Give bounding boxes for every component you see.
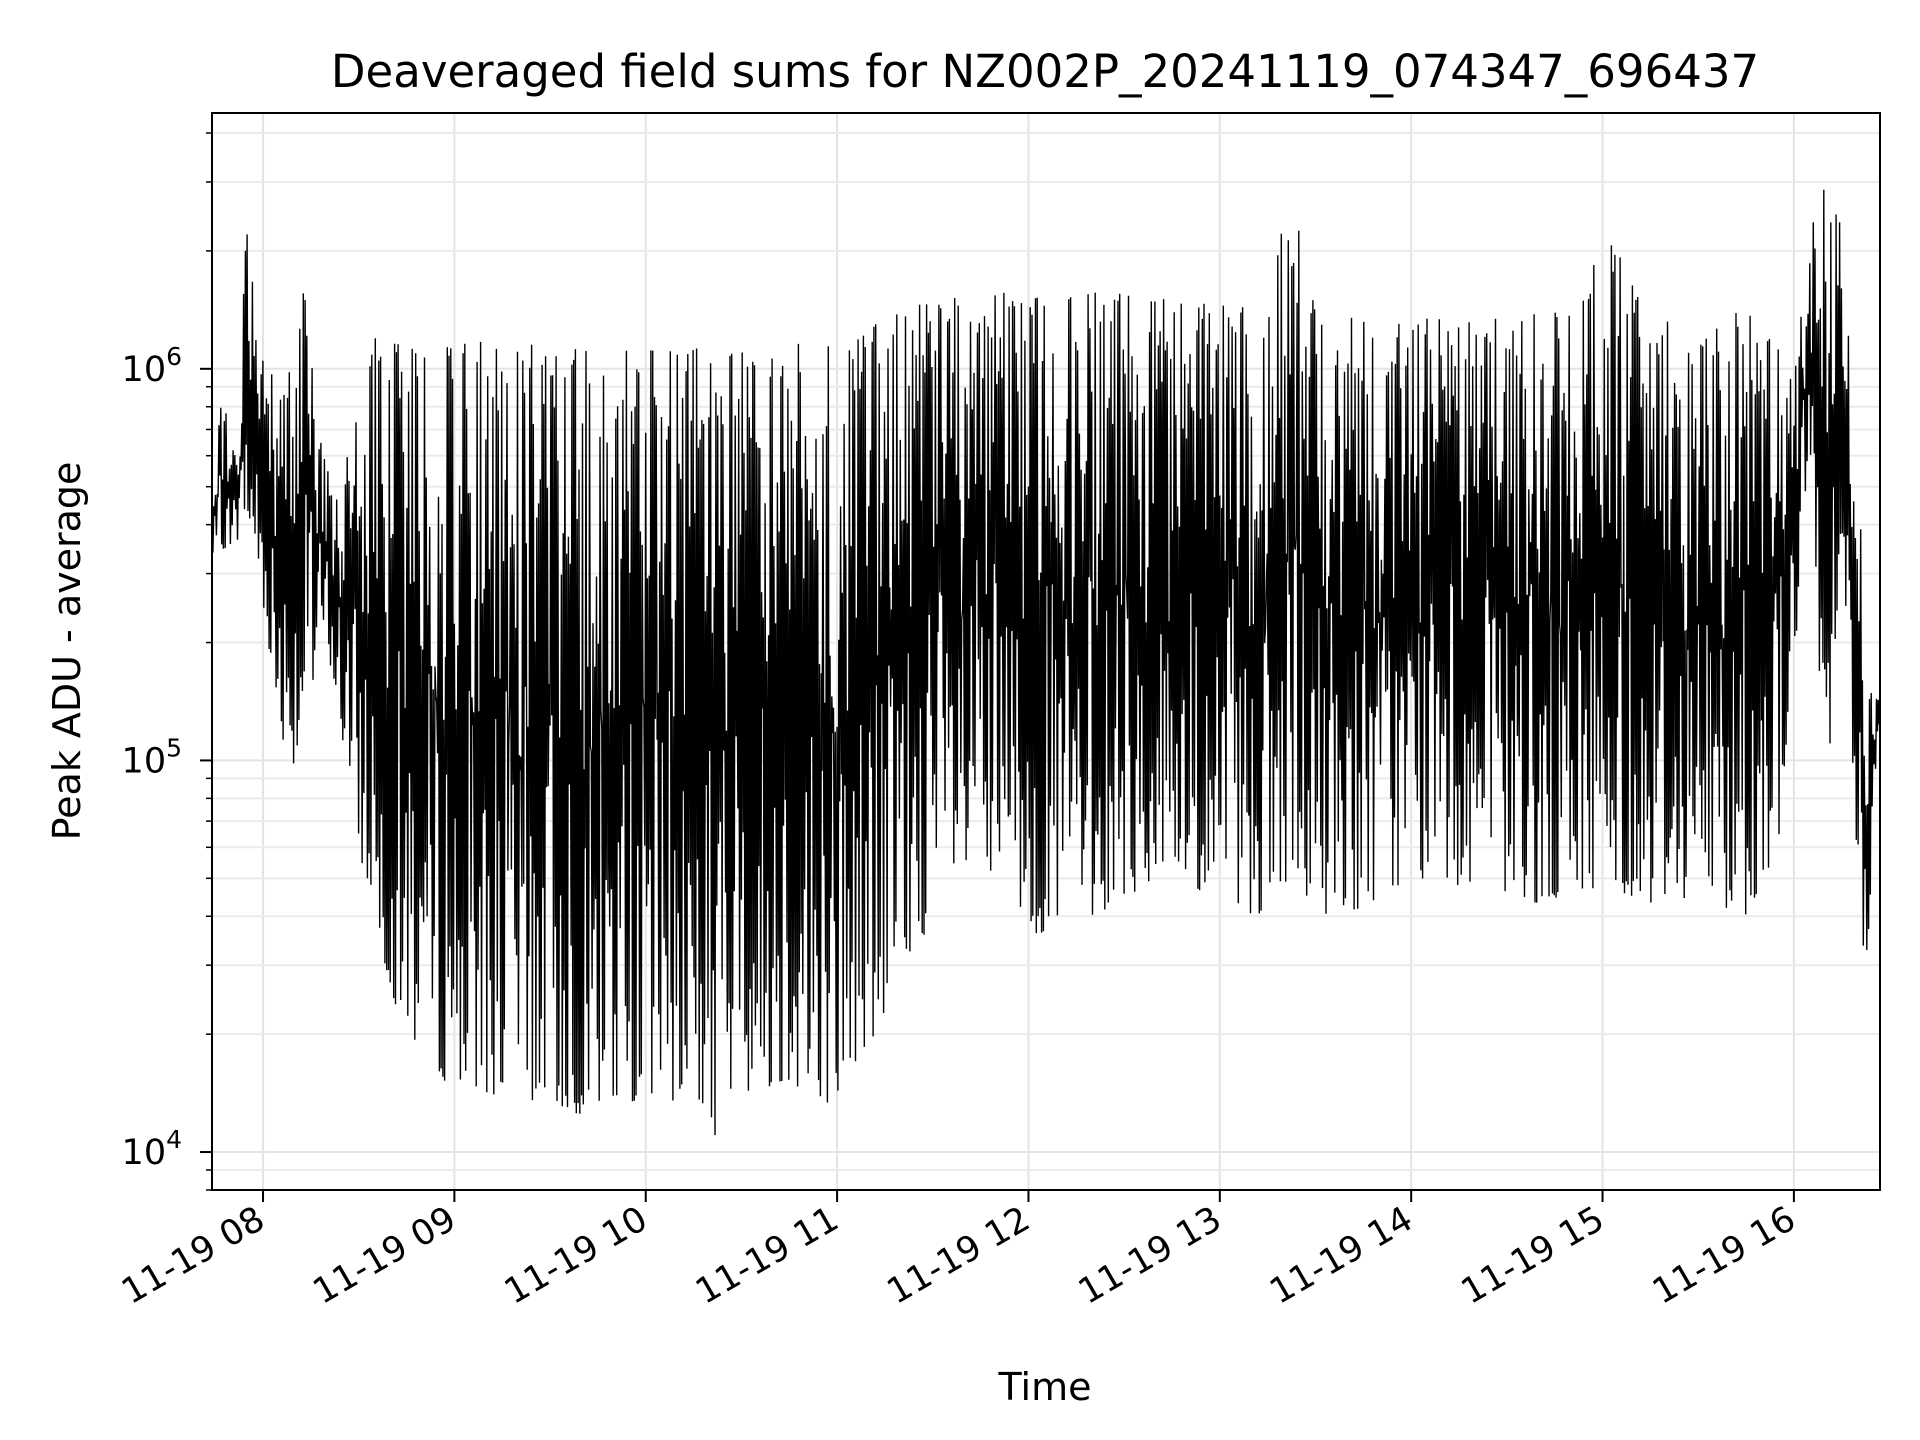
plot-frame [211,112,1881,1191]
y-tick-base: 10 [122,350,167,390]
chart-title: Deaveraged field sums for NZ002P_2024111… [331,45,1759,98]
y-tick-exponent: 6 [166,342,182,371]
y-tick-base: 10 [122,741,167,781]
series-group [211,189,1881,1136]
series-line [211,189,1881,1136]
y-tick-exponent: 5 [166,733,182,762]
x-axis-label: Time [998,1365,1092,1409]
y-tick-label: 105 [122,733,182,781]
y-axis-label: Peak ADU - average [45,462,89,841]
y-tick-label: 104 [122,1125,182,1173]
y-tick-label: 106 [122,342,182,390]
y-tick-exponent: 4 [166,1125,182,1154]
y-tick-base: 10 [122,1133,167,1173]
